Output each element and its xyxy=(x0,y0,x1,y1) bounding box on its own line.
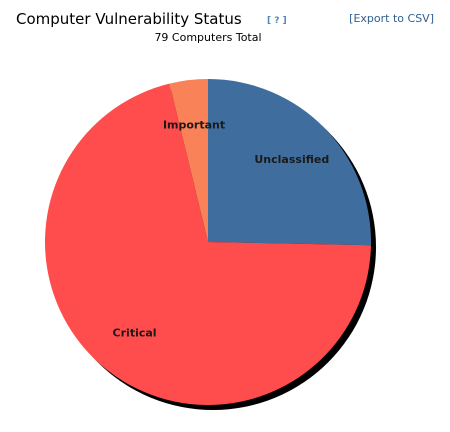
help-link[interactable]: [ ? ] xyxy=(267,16,287,26)
export-link[interactable]: [Export to CSV] xyxy=(349,12,434,25)
pie-slice xyxy=(169,79,208,242)
pie-slice xyxy=(44,83,371,406)
chart-subtitle: 79 Computers Total xyxy=(154,31,261,44)
slice-label: Critical xyxy=(113,327,157,340)
slice-label: Unclassified xyxy=(254,153,329,166)
pie xyxy=(44,79,376,410)
slice-label: Important xyxy=(163,118,225,131)
chart-title: Computer Vulnerability Status xyxy=(16,10,242,28)
pie-slice xyxy=(208,79,371,246)
